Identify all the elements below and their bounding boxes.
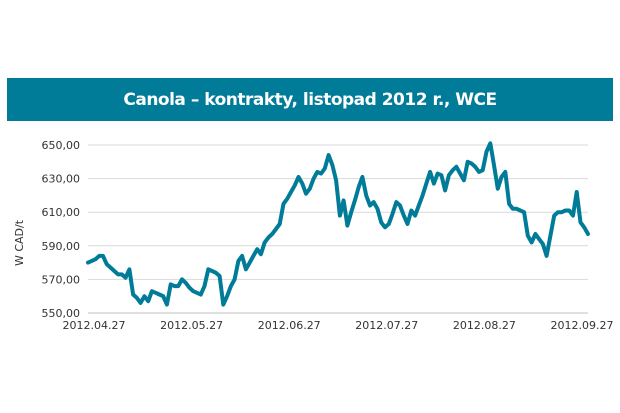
- gridlines: [88, 144, 588, 314]
- y-tick-label: 550,00: [42, 307, 81, 320]
- y-tick-label: 650,00: [42, 139, 81, 152]
- x-tick-label: 2012.07.27: [355, 319, 418, 332]
- y-tick-label: 590,00: [42, 240, 81, 253]
- y-tick-labels: 550,00 570,00 590,00 610,00 630,00 650,00: [42, 139, 81, 320]
- x-tick-label: 2012.06.27: [258, 319, 321, 332]
- y-tick-label: 630,00: [42, 173, 81, 186]
- x-tick-label: 2012.05.27: [160, 319, 223, 332]
- x-tick-labels: 2012.04.27 2012.05.27 2012.06.27 2012.07.27…: [63, 319, 614, 332]
- y-tick-label: 570,00: [42, 273, 81, 286]
- x-tick-label: 2012.09.27: [551, 319, 614, 332]
- series-group: [86, 141, 590, 307]
- series-line: [86, 141, 590, 307]
- y-axis-label: W CAD/t: [13, 219, 26, 266]
- y-tick-label: 610,00: [42, 206, 81, 219]
- x-tick-label: 2012.04.27: [63, 319, 126, 332]
- x-tick-label: 2012.08.27: [453, 319, 516, 332]
- chart-title-banner: Canola – kontrakty, listopad 2012 r., WC…: [7, 78, 613, 121]
- chart-title: Canola – kontrakty, listopad 2012 r., WC…: [123, 89, 497, 110]
